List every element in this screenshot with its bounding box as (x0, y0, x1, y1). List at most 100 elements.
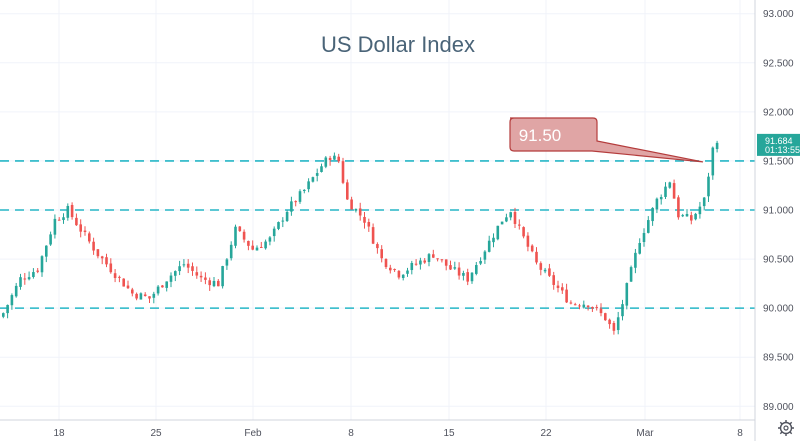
candle-body (255, 247, 259, 251)
candle-body (341, 161, 345, 183)
candle-body (178, 266, 181, 272)
candle-body (578, 305, 581, 307)
candles (2, 140, 719, 335)
candle-body (556, 285, 560, 288)
candle-body (685, 214, 689, 217)
y-tick-label: 90.000 (763, 304, 794, 315)
candle-body (221, 266, 224, 287)
candle-body (354, 208, 358, 211)
candle-body (311, 177, 315, 182)
candle-body (371, 227, 375, 244)
x-tick-label: 18 (53, 428, 65, 439)
candle-body (367, 222, 371, 227)
candle-body (315, 173, 319, 176)
candle-body (49, 234, 52, 245)
candle-body (492, 237, 495, 243)
candle-body (401, 274, 405, 278)
candle-body (161, 285, 164, 288)
candle-body (358, 208, 362, 216)
candle-body (638, 243, 641, 254)
candle-body (234, 226, 237, 246)
candle-body (6, 304, 9, 314)
y-tick-label: 91.000 (763, 206, 794, 217)
callout-box (509, 117, 704, 163)
candle-body (513, 211, 517, 224)
y-tick-label: 89.000 (763, 402, 794, 413)
candle-body (389, 267, 392, 271)
y-tick-label: 93.000 (763, 9, 794, 20)
candle-body (169, 275, 173, 282)
candle-body (616, 317, 620, 331)
candle-body (621, 304, 624, 317)
x-tick-label: 22 (540, 428, 552, 439)
candle-body (561, 287, 564, 291)
candle-body (432, 254, 435, 258)
candle-body (500, 221, 504, 225)
candle-body (380, 249, 383, 259)
candle-body (595, 307, 598, 309)
candle-body (272, 228, 276, 237)
candle-body (569, 302, 573, 304)
y-tick-label: 91.500 (763, 156, 794, 167)
gear-icon[interactable] (778, 420, 794, 436)
x-tick-label: Mar (636, 428, 654, 439)
y-tick-label: 89.500 (763, 353, 794, 364)
candle-body (457, 267, 461, 276)
candle-body (509, 212, 512, 218)
candle-body (10, 295, 14, 306)
last-price-countdown: 01:13:55 (765, 145, 800, 155)
candle-body (582, 304, 586, 308)
candle-body (565, 289, 568, 303)
candle-body (328, 157, 332, 160)
candle-body (466, 272, 469, 282)
candle-body (612, 322, 616, 331)
candle-body (548, 268, 551, 276)
candle-body (625, 283, 629, 306)
candle-body (135, 293, 138, 299)
candle-body (462, 272, 465, 276)
candle-body (414, 263, 418, 265)
candle-body (303, 189, 306, 192)
candle-body (36, 270, 39, 272)
candle-body (247, 240, 250, 246)
candle-body (152, 293, 156, 298)
candle-body (496, 225, 500, 240)
candle-body (694, 213, 697, 220)
candle-body (217, 280, 220, 287)
callout: 91.50 (509, 117, 704, 163)
candle-body (479, 260, 482, 264)
candle-body (19, 277, 22, 287)
candle-body (156, 286, 160, 294)
candle-body (307, 181, 310, 190)
candle-body (251, 245, 254, 250)
candle-body (376, 244, 379, 249)
candle-body (298, 191, 302, 202)
y-tick-label: 92.500 (763, 58, 794, 69)
candle-body (659, 197, 663, 200)
candle-body (522, 227, 525, 237)
chart-title: US Dollar Index (321, 32, 475, 57)
candle-body (204, 277, 207, 280)
candle-body (118, 276, 121, 278)
candle-body (182, 264, 186, 266)
candle-body (264, 241, 267, 249)
candle-body (45, 245, 48, 257)
candle-body (363, 216, 366, 223)
candle-body (707, 176, 710, 197)
candle-body (165, 281, 168, 288)
candle-body (131, 289, 134, 294)
candle-body (535, 251, 538, 263)
candle-body (634, 252, 637, 268)
candle-body (672, 183, 676, 199)
candle-body (109, 263, 113, 273)
candle-body (281, 220, 285, 222)
candle-body (14, 285, 18, 297)
candle-body (419, 260, 422, 265)
x-tick-label: 25 (150, 428, 162, 439)
candle-body (105, 257, 108, 265)
level-lines (0, 160, 755, 309)
candle-body (681, 215, 684, 217)
candle-body (294, 201, 297, 203)
